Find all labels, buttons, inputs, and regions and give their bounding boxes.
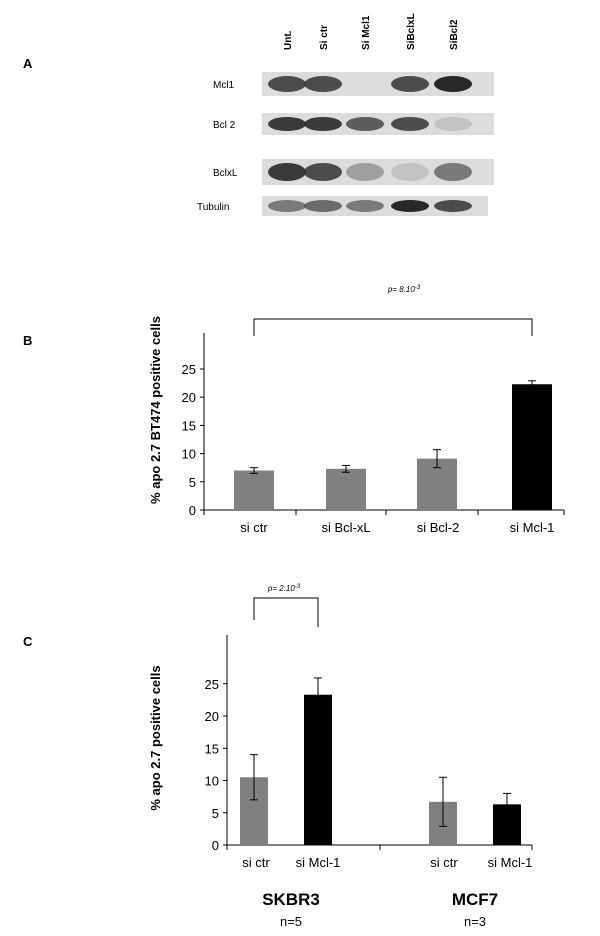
- blot-band: [346, 200, 384, 212]
- chart-c-bar: [304, 694, 332, 845]
- panel-label-b: B: [23, 333, 33, 348]
- chart-c-y-tick-label: 5: [212, 806, 219, 821]
- blot-row-label: BclxL: [213, 168, 238, 179]
- chart-c-group-label: SKBR3: [262, 890, 320, 909]
- chart-b-significance-bracket: [253, 318, 533, 336]
- blot-lane-label: Unt.: [283, 30, 294, 50]
- chart-b-category-label: si Bcl-2: [417, 520, 460, 535]
- chart-c-y-axis-label: % apo 2.7 positive cells: [148, 665, 163, 810]
- blot-row-label: Bcl 2: [213, 120, 236, 131]
- chart-b-bar: [512, 384, 552, 510]
- chart-b-y-tick-label: 20: [182, 390, 196, 405]
- chart-c-category-label: si Mcl-1: [296, 855, 341, 870]
- blot-row-label: Mcl1: [213, 80, 235, 91]
- blot-lane-label: Si Mcl1: [361, 15, 372, 50]
- chart-c-y-tick-label: 15: [205, 741, 219, 756]
- chart-b-y-tick-label: 5: [189, 475, 196, 490]
- chart-b-bar: [326, 468, 366, 510]
- blot-band: [304, 163, 342, 181]
- chart-c-p-value-exponent: -3: [295, 584, 301, 590]
- blot-band: [304, 117, 342, 131]
- chart-b-bar: [234, 470, 274, 510]
- blot-band: [304, 200, 342, 212]
- chart-c-y-tick-label: 20: [205, 709, 219, 724]
- chart-c-group-n: n=3: [464, 914, 486, 929]
- chart-b-category-label: si Bcl-xL: [321, 520, 370, 535]
- blot-lane-label: SiBcl2: [449, 19, 460, 50]
- blot-band: [391, 76, 429, 92]
- chart-c-category-label: si ctr: [242, 855, 270, 870]
- blot-band: [346, 76, 384, 92]
- blot-band: [346, 163, 384, 181]
- chart-b-y-axis-label: % apo 2.7 BT474 positive cells: [148, 316, 163, 504]
- chart-c-y-tick-label: 0: [212, 838, 219, 853]
- chart-b-p-value-exponent: -3: [415, 285, 421, 291]
- chart-b-y-tick-label: 10: [182, 447, 196, 462]
- blot-band: [434, 76, 472, 92]
- blot-band: [346, 117, 384, 131]
- panel-label-c: C: [23, 634, 33, 649]
- chart-b-category-label: si Mcl-1: [510, 520, 555, 535]
- chart-b-category-label: si ctr: [240, 520, 268, 535]
- chart-b-p-value: p= 8.10-3: [387, 285, 421, 294]
- chart-b-y-tick-label: 0: [189, 503, 196, 518]
- chart-b-y-tick-label: 25: [182, 362, 196, 377]
- chart-c-category-label: si Mcl-1: [488, 855, 533, 870]
- blot-band: [434, 163, 472, 181]
- panel-label-a: A: [23, 56, 33, 71]
- blot-band: [434, 200, 472, 212]
- blot-band: [268, 117, 306, 131]
- blot-lane-label: SiBclxL: [406, 13, 417, 50]
- chart-c-category-label: si ctr: [430, 855, 458, 870]
- blot-band: [391, 200, 429, 212]
- blot-band: [304, 76, 342, 92]
- chart-c-group-n: n=5: [280, 914, 302, 929]
- blot-lane-label: Si ctr: [319, 25, 330, 50]
- chart-c-y-tick-label: 25: [205, 677, 219, 692]
- chart-b-y-tick-label: 15: [182, 418, 196, 433]
- blot-band: [268, 200, 306, 212]
- chart-c-y-tick-label: 10: [205, 774, 219, 789]
- chart-c-group-label: MCF7: [452, 890, 498, 909]
- blot-band: [391, 117, 429, 131]
- blot-band: [268, 76, 306, 92]
- chart-c-p-value: p= 2.10-3: [267, 584, 301, 593]
- blot-band: [268, 163, 306, 181]
- blot-band: [391, 163, 429, 181]
- blot-row-label: Tubulin: [197, 202, 229, 213]
- chart-c-significance-bracket: [253, 597, 319, 627]
- blot-band: [434, 117, 472, 131]
